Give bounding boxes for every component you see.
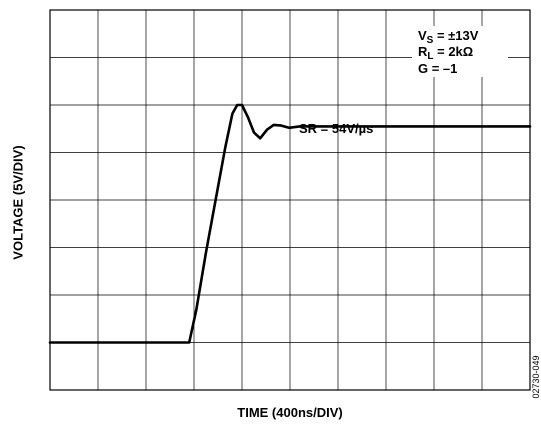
legend-load-resistance: RL = 2kΩ (418, 44, 473, 62)
legend-gain: G = –1 (418, 61, 457, 76)
waveform-trace (48, 103, 532, 344)
figure-id: 02730-049 (531, 355, 541, 399)
grid-border (49, 9, 531, 391)
slew-rate-label: SR = 54V/µs (299, 121, 373, 136)
legend-background (412, 26, 508, 77)
x-axis-label: TIME (400ns/DIV) (237, 405, 343, 420)
legend-supply-voltage: VS = ±13V (418, 28, 479, 46)
grid (50, 10, 530, 390)
y-axis-label: VOLTAGE (5V/DIV) (10, 145, 26, 260)
